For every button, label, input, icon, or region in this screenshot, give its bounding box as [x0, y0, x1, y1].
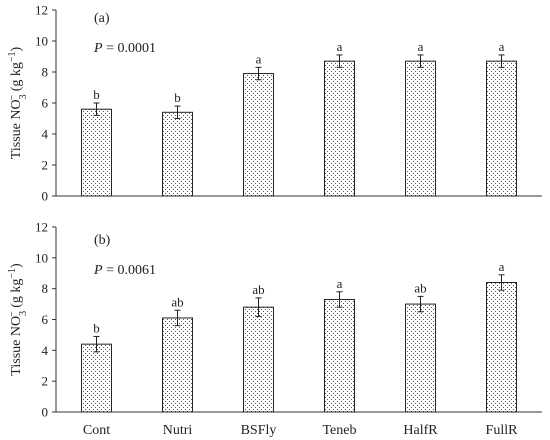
bar	[81, 343, 112, 413]
y-tick-label: 2	[42, 158, 49, 173]
significance-letter: b	[93, 87, 100, 102]
y-axis-label-part: Tissue NO	[9, 99, 24, 159]
p-value-number: = 0.0061	[103, 263, 156, 278]
bar	[243, 73, 274, 197]
y-tick-label: 6	[42, 312, 49, 327]
x-category-label: Cont	[83, 423, 110, 438]
p-value-annotation: P = 0.0061	[93, 263, 156, 278]
p-value-symbol: P	[93, 263, 103, 278]
significance-letter: a	[337, 39, 343, 54]
y-tick-label: 4	[42, 127, 49, 142]
y-tick-label: 8	[42, 65, 49, 80]
significance-letter: a	[499, 259, 505, 274]
significance-letter: a	[499, 39, 505, 54]
x-category-label: Nutri	[163, 423, 193, 438]
y-tick-label: 0	[42, 189, 49, 204]
y-tick-label: 0	[42, 405, 49, 420]
y-axis-label-part: −	[7, 311, 18, 317]
bar	[162, 317, 193, 413]
y-axis-label-part: Tissue NO	[9, 316, 24, 376]
y-axis-label-part: (g kg	[9, 62, 24, 95]
p-value-annotation: P = 0.0001	[93, 41, 156, 56]
y-axis-label-part: −1	[7, 51, 18, 62]
p-value-number: = 0.0001	[103, 41, 156, 56]
significance-letter: ab	[414, 280, 426, 295]
y-axis-label-part: 3	[18, 94, 29, 99]
bar	[486, 60, 517, 197]
x-category-label: BSFly	[241, 423, 277, 438]
significance-letter: ab	[171, 294, 183, 309]
x-category-label: FullR	[486, 423, 519, 438]
x-category-label: Teneb	[322, 423, 356, 438]
y-tick-label: 4	[42, 343, 49, 358]
y-tick-label: 2	[42, 374, 49, 389]
chart-panel-a: 0 2 4 6 8 10 12 Tissue NO3− (g kg−1) (a) P = 0.00…	[7, 3, 542, 204]
y-tick-label: 12	[35, 3, 48, 18]
significance-letter: ab	[252, 282, 264, 297]
x-category-label: HalfR	[403, 423, 438, 438]
panel-label: (a)	[94, 11, 110, 26]
bar	[243, 306, 274, 413]
bar	[324, 60, 355, 197]
y-axis-label-part: )	[9, 263, 24, 268]
significance-letter: b	[174, 90, 181, 105]
significance-letter: a	[418, 39, 424, 54]
y-axis-label: Tissue NO3− (g kg−1)	[7, 46, 29, 159]
p-value-symbol: P	[93, 41, 103, 56]
significance-letter: a	[337, 276, 343, 291]
bar	[162, 111, 193, 197]
panel-label: (b)	[94, 233, 111, 248]
chart-panel-b: 0 2 4 6 8 10 12 Tissue NO3− (g kg−1) (b) P = 0.00…	[7, 220, 542, 438]
bar	[324, 298, 355, 413]
significance-letter: b	[93, 320, 100, 335]
significance-letter: a	[256, 51, 262, 66]
y-tick-label: 10	[35, 34, 48, 49]
bar	[405, 60, 436, 197]
y-tick-label: 10	[35, 250, 48, 265]
y-axis-label: Tissue NO3− (g kg−1)	[7, 263, 29, 376]
y-axis-label-part: −	[7, 94, 18, 100]
y-axis-label-part: )	[9, 46, 24, 51]
y-axis-label-part: −1	[7, 268, 18, 279]
y-axis-label-part: 3	[18, 311, 29, 316]
y-tick-label: 12	[35, 220, 48, 235]
y-tick-label: 8	[42, 281, 49, 296]
bar	[486, 282, 517, 413]
bar	[81, 108, 112, 197]
y-tick-label: 6	[42, 96, 49, 111]
bar	[405, 303, 436, 413]
y-axis-label-part: (g kg	[9, 279, 24, 312]
